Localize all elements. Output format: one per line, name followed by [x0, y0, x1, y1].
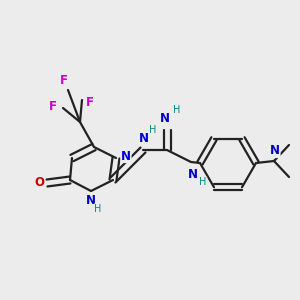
Text: H: H: [173, 105, 181, 115]
Text: N: N: [139, 131, 149, 145]
Text: N: N: [270, 145, 280, 158]
Text: N: N: [188, 167, 198, 181]
Text: O: O: [34, 176, 44, 190]
Text: N: N: [86, 194, 96, 208]
Text: H: H: [149, 125, 157, 135]
Text: N: N: [160, 112, 170, 124]
Text: F: F: [49, 100, 57, 112]
Text: H: H: [94, 204, 102, 214]
Text: F: F: [60, 74, 68, 86]
Text: H: H: [199, 177, 207, 187]
Text: F: F: [86, 95, 94, 109]
Text: N: N: [121, 149, 131, 163]
